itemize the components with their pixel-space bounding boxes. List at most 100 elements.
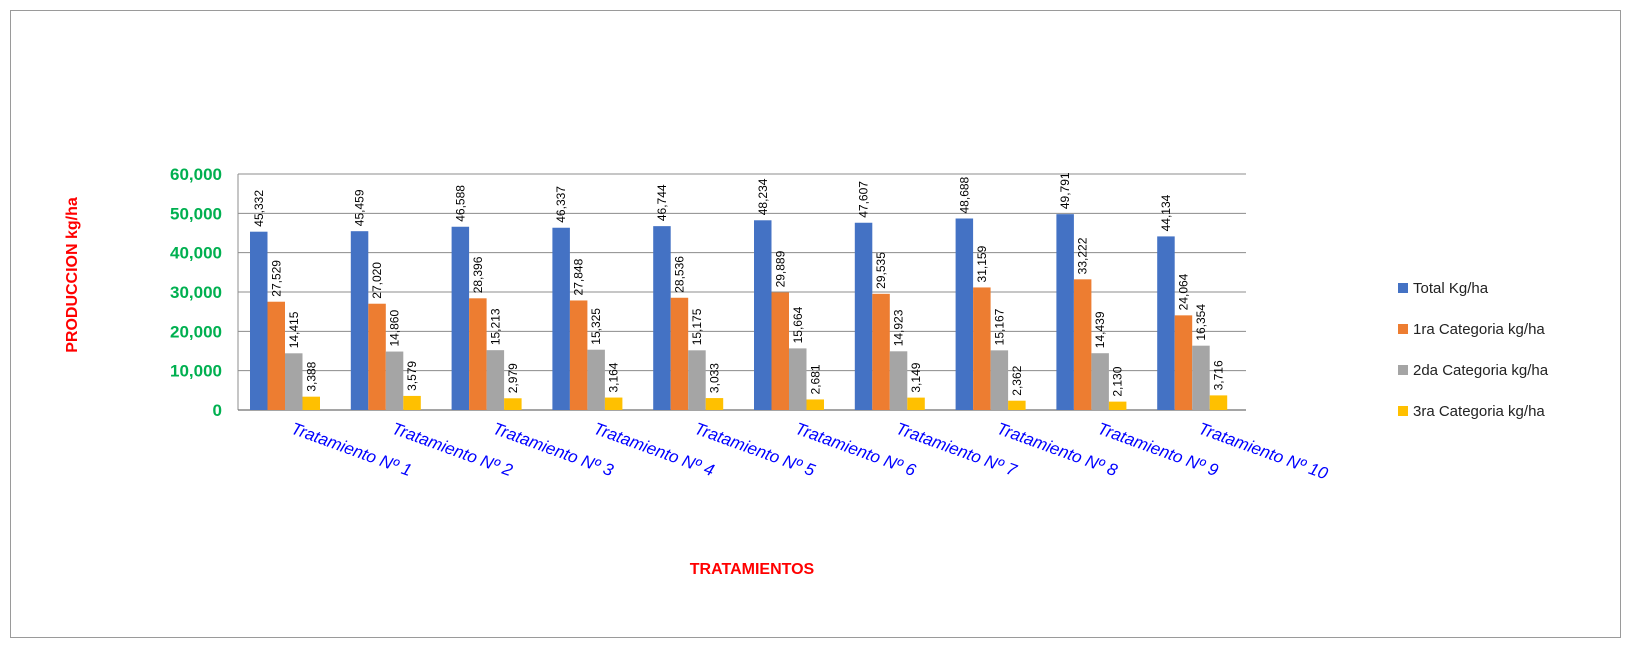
data-label: 33,222 [1076, 237, 1090, 274]
bar [403, 395, 421, 410]
data-label: 2,681 [808, 364, 822, 394]
legend-swatch [1398, 406, 1408, 416]
data-label: 15,213 [488, 308, 502, 345]
bar [451, 226, 470, 410]
data-label: 15,175 [690, 308, 704, 345]
data-label: 14,860 [388, 310, 402, 347]
data-label: 3,033 [707, 363, 721, 393]
bar [1056, 214, 1074, 410]
y-axis-title: PRODUCCION kg/ha [64, 197, 81, 353]
data-label: 27,848 [572, 258, 586, 295]
data-label: 3,164 [607, 362, 621, 392]
bar [670, 297, 689, 410]
bar [1157, 236, 1175, 410]
data-label: 46,337 [554, 186, 568, 223]
y-tick-label: 50,000 [170, 204, 222, 223]
data-label: 45,459 [353, 189, 367, 226]
data-label: 15,167 [992, 308, 1006, 345]
bar [688, 350, 706, 410]
data-label: 44,134 [1159, 194, 1173, 231]
bar [973, 287, 991, 410]
y-tick-label: 60,000 [170, 165, 222, 184]
bar [955, 218, 974, 410]
data-label: 3,149 [909, 362, 923, 392]
bar [587, 349, 605, 410]
legend-label: 1ra Categoria kg/ha [1413, 321, 1545, 338]
bar [486, 350, 505, 410]
bar [872, 293, 890, 410]
legend-swatch [1398, 283, 1408, 293]
y-tick-label: 10,000 [170, 362, 222, 381]
bar [1073, 279, 1092, 410]
data-label: 14,439 [1093, 311, 1107, 348]
bar [552, 227, 570, 410]
bar [569, 300, 588, 410]
y-tick-label: 30,000 [170, 283, 222, 302]
data-label: 48,688 [957, 176, 971, 213]
bar [1192, 345, 1210, 410]
bar [653, 226, 671, 410]
bars [250, 214, 1228, 410]
data-label: 3,716 [1211, 360, 1225, 390]
bar [907, 397, 925, 410]
bar [806, 399, 824, 410]
bar [504, 398, 522, 410]
data-label: 24,064 [1176, 273, 1190, 310]
data-label: 15,664 [791, 306, 805, 343]
data-label: 27,529 [269, 260, 283, 297]
data-label: 46,588 [453, 185, 467, 222]
bar [754, 220, 772, 410]
bar [854, 222, 873, 410]
bar [1008, 400, 1026, 410]
y-tick-label: 40,000 [170, 244, 222, 263]
bar [1091, 353, 1109, 410]
bar [1108, 401, 1127, 410]
data-label: 2,979 [506, 363, 520, 393]
data-label: 48,234 [756, 178, 770, 215]
legend-label: Total Kg/ha [1413, 280, 1489, 297]
data-label: 49,791 [1058, 172, 1072, 209]
bar [1174, 315, 1193, 410]
bar [267, 301, 285, 410]
bar [889, 351, 908, 410]
legend: Total Kg/ha 1ra Categoria kg/ha 2da Catego… [1398, 280, 1549, 420]
data-label: 3,388 [304, 361, 318, 391]
data-label: 14,923 [892, 309, 906, 346]
bar [285, 353, 303, 410]
data-label: 3,579 [405, 361, 419, 391]
data-label: 31,159 [975, 245, 989, 282]
data-label: 14,415 [287, 311, 301, 348]
bar [368, 303, 386, 410]
data-label: 47,607 [857, 181, 871, 218]
bar [350, 231, 369, 410]
data-label: 15,325 [589, 308, 603, 345]
data-label: 46,744 [655, 184, 669, 221]
bar [385, 351, 404, 410]
data-label: 16,354 [1194, 304, 1208, 341]
y-tick-label: 20,000 [170, 322, 222, 341]
x-axis-title: TRATAMIENTOS [690, 561, 815, 578]
data-label: 29,535 [874, 252, 888, 289]
y-tick-label: 0 [213, 401, 222, 420]
legend-swatch [1398, 365, 1408, 375]
bar [705, 398, 724, 410]
legend-label: 2da Categoria kg/ha [1413, 362, 1549, 379]
bar [604, 397, 623, 410]
data-label: 28,536 [672, 256, 686, 293]
bar [789, 348, 807, 410]
legend-label: 3ra Categoria kg/ha [1413, 403, 1545, 420]
data-label: 29,889 [773, 250, 787, 287]
data-label: 45,332 [252, 190, 266, 227]
data-label: 2,130 [1111, 366, 1125, 396]
bar [1209, 395, 1228, 410]
data-label: 2,362 [1010, 365, 1024, 395]
data-label: 28,396 [471, 256, 485, 293]
legend-swatch [1398, 324, 1408, 334]
bar [302, 396, 320, 410]
y-axis-ticks: 0 10,000 20,000 30,000 40,000 50,000 60,000 [170, 165, 222, 420]
bar [771, 292, 789, 410]
bar [250, 231, 268, 410]
bar [990, 350, 1009, 410]
